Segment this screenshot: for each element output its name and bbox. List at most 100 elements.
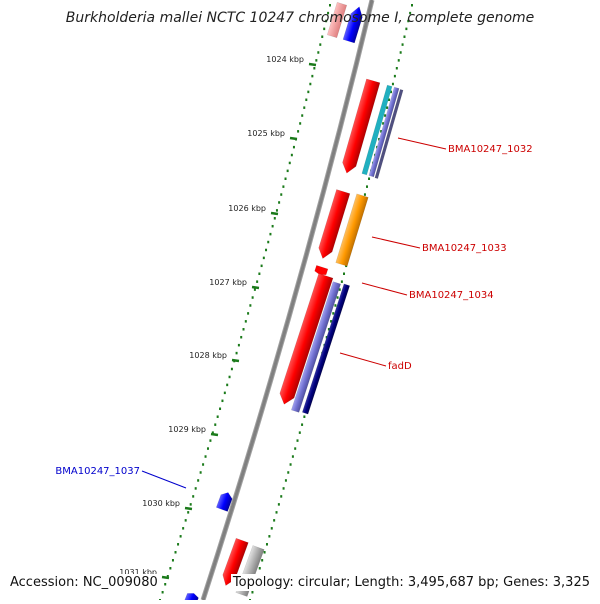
gene-track-orange	[335, 193, 369, 267]
outer-ruler-dot	[411, 4, 413, 7]
map-title: Burkholderia mallei NCTC 10247 chromosom…	[65, 10, 535, 26]
inner-ruler-dot	[256, 280, 259, 283]
tick-label: 1028 kbp	[189, 351, 227, 360]
inner-ruler-dot	[299, 122, 302, 125]
outer-ruler-dot	[275, 511, 278, 514]
tick-labels: 1024 kbp 1025 kbp 1026 kbp 1027 kbp 1028 kbp…	[119, 55, 317, 580]
tick-mark	[270, 211, 279, 216]
inner-ruler-dot	[321, 35, 324, 38]
gene-feature-red-shape	[279, 273, 334, 405]
outer-ruler-dot	[280, 495, 283, 498]
gene-label-leader	[371, 236, 421, 249]
inner-ruler-dot	[214, 423, 217, 426]
outer-ruler-dot	[338, 288, 341, 291]
gene-label-leader	[361, 282, 408, 296]
gene-track-purple-shape	[291, 281, 341, 413]
gene-feature-red-shape	[222, 537, 249, 586]
outer-ruler-dot	[384, 114, 387, 117]
tick-label: 1029 kbp	[168, 425, 206, 434]
inner-ruler-dot	[262, 256, 265, 260]
inner-ruler-dot	[311, 74, 314, 78]
outer-ruler-dot	[330, 320, 333, 323]
gene-feature-red	[318, 189, 351, 259]
inner-ruler-dot	[253, 288, 256, 291]
inner-ruler-dot	[228, 375, 231, 379]
inner-ruler-dot	[280, 193, 283, 196]
inner-ruler-dot	[297, 130, 300, 133]
backbone-arc	[201, 0, 374, 601]
outer-ruler-dot	[327, 328, 330, 331]
outer-ruler-dot	[287, 471, 290, 474]
inner-ruler-dot	[323, 27, 326, 31]
outer-ruler-dot	[380, 130, 383, 133]
tick-label: 1030 kbp	[142, 499, 180, 508]
inner-ruler-dot	[223, 391, 226, 395]
outer-ruler-dot	[389, 90, 392, 94]
gene-track-orange-shape	[335, 193, 369, 267]
gene-label: BMA10247_1037	[55, 466, 140, 477]
inner-ruler-dot	[288, 161, 291, 165]
inner-ruler-dot	[315, 59, 318, 62]
outer-ruler-dot	[296, 439, 299, 442]
outer-ruler-dot	[336, 296, 339, 299]
inner-ruler-dot	[301, 114, 304, 117]
inner-ruler-dot	[209, 439, 212, 442]
outer-ruler-dot	[258, 567, 261, 570]
inner-ruler-dot	[273, 217, 276, 220]
gene-label: fadD	[388, 361, 412, 372]
outer-ruler-dot	[403, 35, 406, 38]
gene-track-purple-shape	[368, 86, 400, 178]
outer-ruler-dot	[405, 27, 408, 31]
gene-label: BMA10247_1034	[409, 290, 494, 301]
inner-ruler-dot	[211, 431, 214, 434]
gene-feature-faded-shape	[326, 1, 348, 39]
inner-ruler-dot	[258, 272, 261, 275]
gene-track-dark-shape	[374, 89, 404, 179]
outer-ruler-dot	[388, 98, 391, 102]
outer-ruler-dot	[368, 177, 371, 180]
inner-ruler-dot	[237, 343, 240, 347]
gene-feature-red-shape	[342, 78, 381, 174]
inner-ruler-dot	[282, 185, 285, 188]
outer-ruler-dot	[363, 193, 366, 196]
tick-mark	[308, 62, 317, 67]
outer-ruler-dot	[378, 137, 381, 141]
outer-ruler-dot	[265, 543, 268, 546]
inner-ruler-dot	[286, 169, 289, 173]
outer-ruler-dot	[401, 43, 404, 46]
gene-track-purple	[291, 281, 341, 413]
outer-ruler-dot	[268, 535, 271, 538]
outer-ruler-dot	[407, 19, 410, 23]
outer-ruler-dot	[340, 280, 343, 283]
inner-ruler-dot	[251, 296, 254, 299]
outer-ruler-dot	[397, 59, 400, 62]
gene-track-navy	[301, 283, 351, 415]
inner-ruler-dot	[164, 583, 167, 586]
inner-ruler-dot	[327, 11, 330, 15]
inner-ruler-dot	[235, 351, 238, 355]
outer-ruler-dot	[270, 527, 273, 530]
gene-label-leader	[339, 352, 387, 367]
inner-ruler-dot	[319, 43, 322, 46]
chromosome-backbone	[200, 0, 375, 601]
gene-feature-blue-shape	[215, 492, 233, 512]
inner-ruler-dot	[240, 335, 243, 339]
gene-feature-faded	[326, 1, 348, 39]
inner-ruler-dot	[265, 248, 268, 252]
tick-mark	[184, 506, 193, 511]
gene-feature-blue-shape	[184, 593, 199, 604]
gene-track-cyan	[361, 84, 393, 176]
inner-ruler-dot	[290, 153, 293, 157]
inner-ruler-dot	[275, 209, 278, 212]
outer-ruler-dot	[395, 66, 398, 70]
inner-ruler-dot	[197, 479, 200, 482]
inner-ruler-dot	[206, 447, 209, 450]
tick-label: 1027 kbp	[209, 278, 247, 287]
inner-ruler-dot	[187, 511, 190, 514]
outer-ruler-dot	[277, 503, 280, 506]
gene-feature-red	[342, 78, 381, 174]
outer-ruler-dot	[386, 106, 389, 109]
inner-ruler-dot	[177, 543, 180, 546]
gene-labels: BMA10247_1032 BMA10247_1033 BMA10247_1034f…	[55, 137, 533, 489]
